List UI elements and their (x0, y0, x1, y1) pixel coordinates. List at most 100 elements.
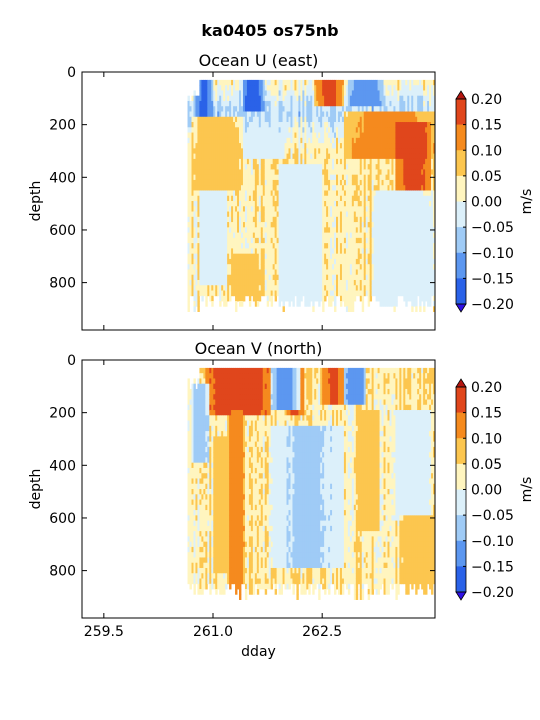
heatmap-cell (365, 232, 369, 239)
heatmap-cell (409, 290, 412, 297)
heatmap-cell (211, 269, 214, 276)
heatmap-cell (191, 132, 194, 139)
heatmap-cell (351, 295, 355, 302)
heatmap-cell (401, 264, 404, 270)
heatmap-cell (306, 116, 309, 123)
heatmap-cell (231, 211, 234, 218)
heatmap-cell (417, 201, 420, 207)
heatmap-cell (244, 153, 248, 160)
heatmap-cell (353, 190, 357, 197)
heatmap-cell (302, 106, 305, 112)
heatmap-cell (201, 216, 204, 223)
heatmap-cell (417, 179, 420, 186)
heatmap-cell (270, 95, 274, 102)
heatmap-cell (339, 195, 343, 202)
heatmap-cell (369, 90, 373, 97)
heatmap-cell (371, 201, 375, 207)
heatmap-cell (254, 169, 258, 176)
heatmap-cell (207, 174, 210, 181)
heatmap-cell (337, 290, 341, 297)
heatmap-cell (248, 195, 252, 202)
heatmap-cell (339, 258, 343, 265)
heatmap-cell (207, 206, 210, 212)
heatmap-cell (361, 185, 365, 191)
heatmap-cell (282, 227, 285, 233)
heatmap-cell (215, 148, 218, 155)
heatmap-cell (389, 179, 392, 186)
heatmap-cell (403, 85, 406, 91)
heatmap-cell (341, 269, 345, 276)
heatmap-cell (237, 295, 240, 302)
heatmap-cell (397, 148, 400, 155)
heatmap-cell (225, 85, 228, 91)
heatmap-cell (415, 95, 418, 102)
heatmap-cell (197, 301, 200, 307)
heatmap-cell (229, 274, 232, 281)
heatmap-cell (203, 195, 206, 202)
heatmap-cell (294, 122, 297, 128)
heatmap-cell (242, 90, 246, 97)
heatmap-cell (282, 174, 285, 181)
heatmap-cell (256, 90, 260, 97)
heatmap-cell (300, 243, 303, 249)
heatmap-cell (294, 95, 297, 102)
heatmap-cell (363, 248, 367, 255)
heatmap-cell (379, 137, 382, 144)
heatmap-cell (334, 90, 337, 97)
heatmap-cell (316, 90, 319, 97)
heatmap-cell (240, 243, 244, 249)
heatmap-cell (219, 79, 222, 86)
heatmap-cell (250, 206, 254, 212)
heatmap-cell (242, 201, 246, 207)
heatmap-cell (189, 169, 192, 176)
heatmap-cell (349, 90, 353, 97)
heatmap-cell (367, 206, 371, 212)
heatmap-cell (242, 169, 246, 176)
heatmap-cell (244, 190, 248, 197)
heatmap-cell (387, 264, 390, 270)
heatmap-cell (195, 100, 198, 107)
heatmap-cell (324, 116, 327, 123)
heatmap-cell (282, 190, 285, 197)
heatmap-cell (270, 285, 274, 291)
heatmap-cell (322, 279, 325, 286)
heatmap-cell (355, 258, 359, 265)
heatmap-cell (341, 290, 345, 297)
heatmap-cell (274, 137, 278, 144)
heatmap-cell (270, 227, 274, 233)
heatmap-cell (347, 269, 351, 276)
heatmap-cell (231, 190, 234, 197)
heatmap-cell (409, 274, 412, 281)
heatmap-cell (242, 264, 246, 270)
heatmap-cell (225, 258, 228, 265)
heatmap-cell (365, 106, 369, 112)
heatmap-cell (328, 290, 331, 297)
heatmap-cell (199, 206, 202, 212)
heatmap-cell (300, 290, 303, 297)
heatmap-cell (334, 216, 337, 223)
heatmap-cell (300, 169, 303, 176)
heatmap-cell (405, 248, 408, 255)
heatmap-cell (205, 222, 208, 228)
heatmap-cell (341, 90, 345, 97)
heatmap-cell (298, 164, 301, 170)
heatmap-cell (248, 295, 252, 302)
heatmap-cell (292, 95, 295, 102)
heatmap-cell (205, 248, 208, 255)
heatmap-cell (389, 137, 392, 144)
heatmap-cell (294, 111, 297, 118)
heatmap-cell (278, 100, 281, 107)
heatmap-cell (328, 137, 331, 144)
heatmap-cell (320, 164, 323, 170)
heatmap-cell (270, 148, 274, 155)
heatmap-cell (367, 264, 371, 270)
heatmap-cell (213, 137, 216, 144)
heatmap-cell (359, 295, 363, 302)
heatmap-cell (231, 274, 234, 281)
heatmap-cell (308, 185, 311, 191)
heatmap-cell (272, 132, 276, 139)
heatmap-cell (320, 106, 323, 112)
heatmap-cell (298, 179, 301, 186)
heatmap-cell (405, 116, 408, 123)
heatmap-cell (361, 153, 365, 160)
